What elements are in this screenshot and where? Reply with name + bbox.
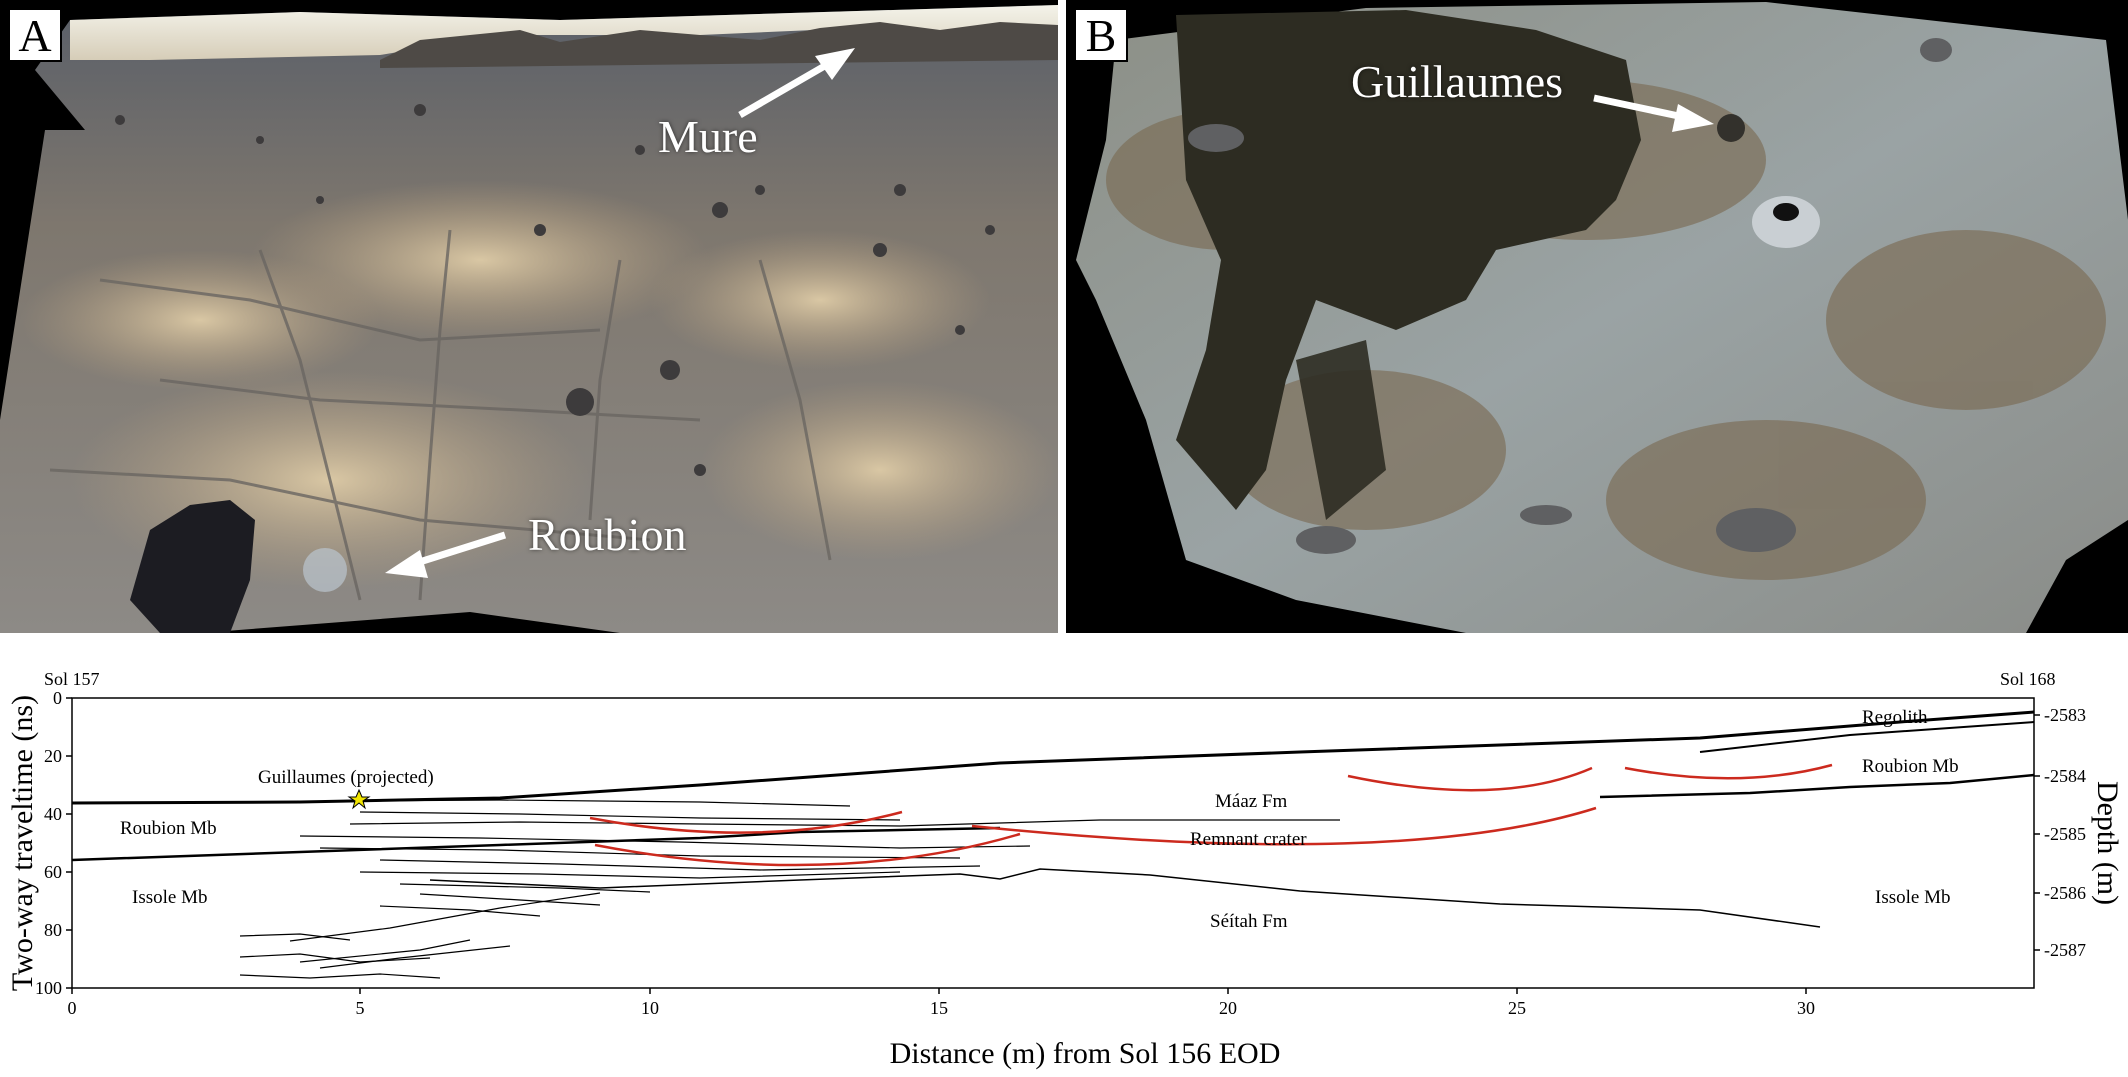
panel-b-mosaic [1066, 0, 2128, 633]
seitah-fm-label: Séítah Fm [1210, 911, 1288, 932]
y-tick-0: 0 [53, 688, 62, 708]
panel-b-letter: B [1074, 8, 1128, 62]
roubion-mb-left-label: Roubion Mb [120, 818, 217, 839]
panel-a-letter: A [8, 8, 62, 62]
x-axis-title: Distance (m) from Sol 156 EOD [890, 1037, 1281, 1070]
depth-tick-2583: -2583 [2044, 705, 2086, 725]
crater-arcs [589, 763, 1833, 867]
x-ticks [71, 988, 1807, 994]
remnant-crater-label: Remnant crater [1190, 829, 1307, 850]
right-y-axis-title: Depth (m) [2091, 781, 2124, 905]
y-tick-60: 60 [44, 862, 62, 882]
issole-mb-left-label: Issole Mb [132, 887, 207, 908]
guillaumes-projected-label: Guillaumes (projected) [258, 767, 434, 788]
maaz-fm-label: Máaz Fm [1215, 791, 1288, 812]
guillaumes-label: Guillaumes [1351, 56, 1564, 107]
roubion-mb-right-label: Roubion Mb [1862, 756, 1959, 777]
y-tick-40: 40 [44, 804, 62, 824]
x-tick-30: 30 [1797, 998, 1815, 1018]
sol-start-label: Sol 157 [44, 669, 100, 689]
x-tick-5: 5 [356, 998, 365, 1018]
x-tick-10: 10 [641, 998, 659, 1018]
depth-tick-2585: -2585 [2044, 824, 2086, 844]
panel-a-mosaic [0, 0, 1058, 633]
y-tick-20: 20 [44, 746, 62, 766]
x-tick-20: 20 [1219, 998, 1237, 1018]
x-tick-0: 0 [68, 998, 77, 1018]
issole-mb-right-label: Issole Mb [1875, 887, 1950, 908]
roubion-label: Roubion [528, 509, 687, 560]
depth-tick-2587: -2587 [2044, 940, 2086, 960]
plot-frame [71, 697, 2035, 989]
panel-a-photo: A Mure Roubion [0, 0, 1058, 633]
regolith-label: Regolith [1862, 707, 1928, 728]
mure-label: Mure [658, 111, 758, 162]
depth-tick-2584: -2584 [2044, 766, 2086, 786]
depth-tick-2586: -2586 [2044, 883, 2086, 903]
y-tick-80: 80 [44, 920, 62, 940]
right-depth-ticks [2034, 714, 2040, 951]
panel-b-photo: B Guillaumes [1066, 0, 2128, 633]
reflector-lines [71, 710, 2035, 979]
x-tick-15: 15 [930, 998, 948, 1018]
sol-end-label: Sol 168 [2000, 669, 2056, 689]
x-tick-25: 25 [1508, 998, 1526, 1018]
radargram-figure: 0 20 40 60 80 100 0 5 10 15 20 25 30 -25… [6, 669, 2124, 1070]
guillaumes-star-marker [347, 788, 371, 810]
left-y-axis-title: Two-way traveltime (ns) [6, 695, 39, 991]
y-tick-100: 100 [35, 978, 62, 998]
left-y-ticks [66, 697, 72, 989]
